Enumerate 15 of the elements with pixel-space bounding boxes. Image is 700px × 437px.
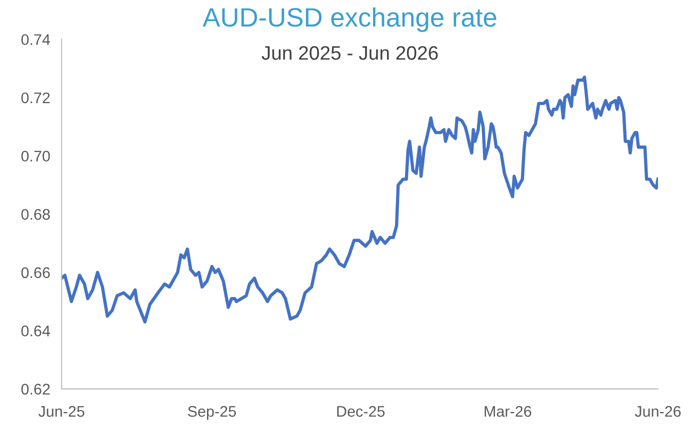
x-tick-label: Mar-26 bbox=[484, 406, 532, 417]
y-tick-label: 0.74 bbox=[21, 34, 50, 46]
y-tick-label: 0.70 bbox=[21, 150, 50, 162]
line-series bbox=[62, 76, 658, 324]
chart-title: AUD-USD exchange rate bbox=[202, 7, 496, 32]
y-tick-label: 0.64 bbox=[21, 326, 50, 336]
chart-subtitle: Jun 2025 - Jun 2026 bbox=[262, 46, 438, 60]
y-tick-label: 0.62 bbox=[21, 384, 50, 395]
x-tick-label: Jun-25 bbox=[38, 406, 84, 417]
x-tick-label: Sep-25 bbox=[188, 406, 236, 420]
y-tick-label: 0.68 bbox=[21, 209, 50, 220]
y-tick-label: 0.66 bbox=[21, 267, 50, 278]
y-tick-label: 0.72 bbox=[21, 92, 50, 104]
x-tick-label: Dec-25 bbox=[337, 406, 385, 417]
x-tick-label: Jun-26 bbox=[634, 406, 681, 417]
